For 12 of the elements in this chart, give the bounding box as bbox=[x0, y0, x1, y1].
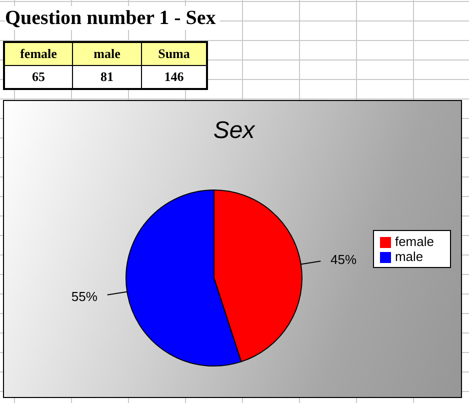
category-label: male bbox=[72, 42, 142, 66]
data-label: 146 bbox=[142, 66, 207, 89]
legend-label: male bbox=[394, 249, 424, 264]
data-label: 65 bbox=[4, 66, 72, 89]
category-label: female bbox=[4, 42, 72, 66]
data-label: 55% bbox=[71, 288, 98, 304]
data-label: 81 bbox=[72, 66, 142, 89]
text: Question number 1 - Sex bbox=[5, 6, 220, 30]
chart-title: Sex bbox=[212, 117, 256, 145]
category-label: Suma bbox=[142, 42, 207, 66]
data-label: 45% bbox=[330, 252, 358, 268]
legend-label: female bbox=[394, 234, 434, 249]
